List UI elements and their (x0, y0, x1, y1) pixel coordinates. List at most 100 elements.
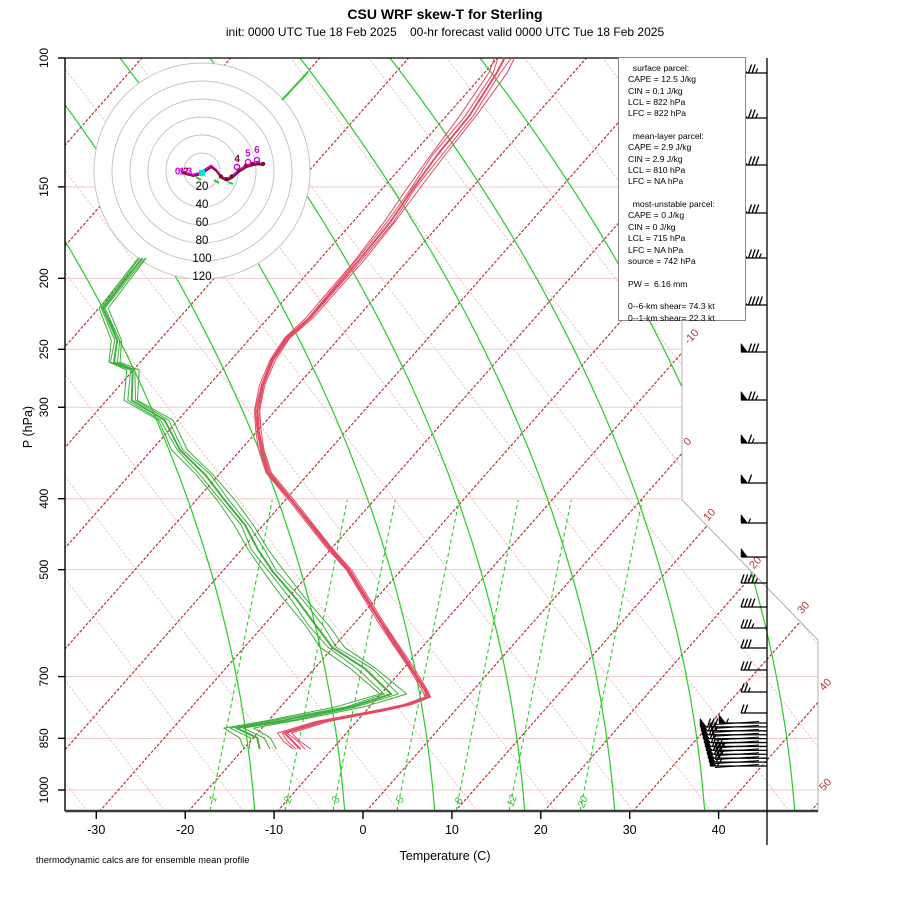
barb-full (747, 619, 752, 629)
wind-barb (740, 547, 767, 558)
mixing-ratio-labels: 1 2 3 5 8 12 20 (207, 793, 591, 810)
barb-half (725, 718, 730, 724)
barb-half (721, 749, 725, 755)
isotherm-label: -10 (682, 327, 702, 347)
mixing-ratio-label: 20 (575, 794, 591, 810)
barb-half (747, 518, 752, 524)
hodograph-trace-dot (224, 177, 229, 182)
barb-full (747, 474, 753, 484)
barb-cluster-stroke (714, 748, 760, 753)
parcel-info-line (628, 188, 745, 199)
hodograph-green-tick (213, 179, 220, 184)
mixing-ratio-label: 1 (207, 794, 220, 804)
barb-full (751, 156, 756, 166)
barb-full (710, 718, 715, 728)
barb-full (747, 661, 752, 671)
hodograph-ring (111, 80, 293, 262)
parcel-info-line: source = 742 hPa (628, 255, 696, 266)
dry-adiabat-line (0, 58, 12, 815)
barb-full (720, 741, 725, 751)
hodograph-trace-dot (229, 174, 234, 179)
barb-pennant (709, 756, 718, 767)
barb-full (747, 639, 752, 649)
dewpoint-profile-group (98, 257, 408, 750)
barb-full (711, 722, 716, 732)
isotherm-line (629, 58, 818, 811)
isotherm-label: 0 (681, 436, 694, 449)
page-subtitle: init: 0000 UTC Tue 18 Feb 2025 00-hr for… (225, 25, 665, 39)
hodograph-storm-motion-marker (199, 170, 205, 176)
hodograph-ring-label: 20 (196, 181, 209, 193)
hodograph-ring (147, 116, 257, 226)
temp-tick-label: 40 (712, 823, 726, 837)
barb-full (740, 704, 745, 714)
dry-adiabat-line (65, 58, 91, 811)
mixing-ratio-label: 12 (505, 793, 520, 808)
barb-cluster-stroke (714, 756, 760, 761)
isotherm-line (65, 58, 676, 811)
parcel-info-line: LFC = NA hPa (628, 176, 684, 187)
parcel-info-line: most-unstable parcel: (628, 199, 715, 210)
wind-barb (740, 598, 767, 608)
barb-full (716, 741, 721, 751)
barb-full (755, 296, 760, 306)
barb-full (747, 434, 753, 444)
pressure-axis: 100 150 200 250 300 400 500 700 850 1000 (37, 48, 65, 803)
barb-full (714, 749, 720, 759)
wind-barb (740, 513, 767, 524)
barb-full (740, 619, 745, 629)
temp-tick-label: -10 (265, 823, 283, 837)
barb-full (743, 619, 749, 629)
barb-half (755, 395, 759, 401)
barb-pennant (740, 390, 749, 401)
dewpoint-profile-member (100, 257, 385, 750)
barb-half (755, 113, 759, 119)
barb-half (751, 623, 755, 629)
y-axis-label: P (hPa) (21, 405, 35, 449)
wind-barb (740, 390, 767, 401)
hodograph-green-tick (227, 181, 234, 185)
parcel-info-line: mean-layer parcel: (628, 131, 704, 142)
barb-pennant (740, 342, 749, 353)
barb-half (719, 757, 723, 763)
hodograph-marker-circle (244, 158, 252, 166)
barb-full (751, 204, 756, 214)
wind-barb (740, 342, 767, 353)
barb-full (747, 598, 752, 608)
barb-cluster-stroke (714, 732, 760, 737)
isotherm-line (362, 58, 818, 811)
barb-full (740, 683, 745, 693)
barb-cluster-stroke (714, 752, 760, 757)
isotherm-line (95, 58, 765, 811)
barb-full (743, 574, 749, 584)
barb-cluster-stroke (714, 728, 760, 733)
barb-cluster-stroke (714, 760, 760, 765)
dewpoint-profile-member (104, 257, 399, 750)
barb-cluster-stroke (714, 740, 760, 745)
barb-half (755, 68, 759, 74)
parcel-info-line: CIN = 2.9 J/kg (628, 153, 683, 164)
hodograph-green-tick (195, 176, 202, 181)
barb-full (715, 737, 720, 747)
parcel-info-line: CIN = 0.1 J/kg (628, 85, 683, 96)
hodograph-ring-label: 60 (196, 217, 209, 229)
parcel-info-line (628, 267, 745, 278)
dry-adiabat-line (65, 58, 559, 811)
barb-pennant (740, 547, 749, 558)
barb-half (751, 438, 755, 444)
barb-full (755, 204, 760, 214)
hodograph-trace-dot (218, 174, 223, 179)
isotherm-line (807, 58, 818, 811)
barb-half (747, 687, 751, 693)
parcel-info-line: LCL = 822 hPa (628, 97, 686, 108)
temp-tick-label: 20 (534, 823, 548, 837)
barb-full (747, 391, 753, 401)
mixing-ratio-label: 5 (394, 795, 407, 805)
temp-tick-label: 10 (445, 823, 459, 837)
moist-adiabat-line (65, 58, 256, 811)
dry-adiabat-line (65, 58, 403, 811)
barb-cluster-stroke (714, 724, 760, 729)
parcel-info-line: CAPE = 0 J/kg (628, 210, 685, 221)
